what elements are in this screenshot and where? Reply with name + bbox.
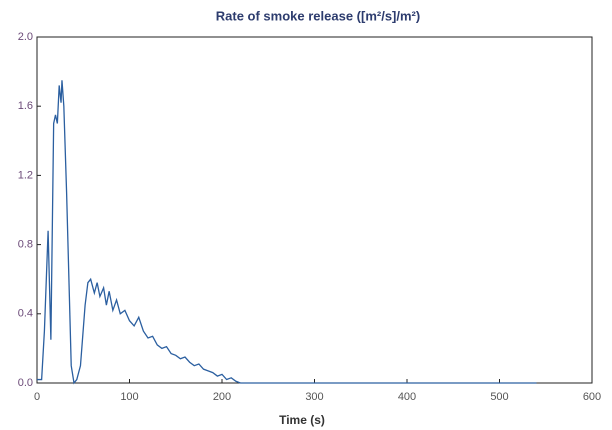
y-tick-label: 0.0 bbox=[18, 377, 33, 389]
x-tick-label: 500 bbox=[490, 391, 508, 403]
data-line bbox=[37, 80, 537, 385]
chart-title: Rate of smoke release ([m²/s]/m²) bbox=[216, 8, 420, 23]
x-tick-label: 400 bbox=[398, 391, 416, 403]
x-tick-label: 600 bbox=[583, 391, 601, 403]
y-tick-label: 0.4 bbox=[18, 308, 33, 320]
x-tick-label: 0 bbox=[34, 391, 40, 403]
x-tick-label: 300 bbox=[305, 391, 323, 403]
y-tick-label: 1.2 bbox=[18, 169, 33, 181]
y-tick-label: 0.8 bbox=[18, 239, 33, 251]
x-tick-label: 100 bbox=[120, 391, 138, 403]
y-tick-label: 1.6 bbox=[18, 100, 33, 112]
plot-frame bbox=[36, 36, 593, 384]
y-tick-label: 2.0 bbox=[18, 31, 33, 43]
x-axis-label: Time (s) bbox=[279, 413, 325, 427]
x-tick-label: 200 bbox=[213, 391, 231, 403]
